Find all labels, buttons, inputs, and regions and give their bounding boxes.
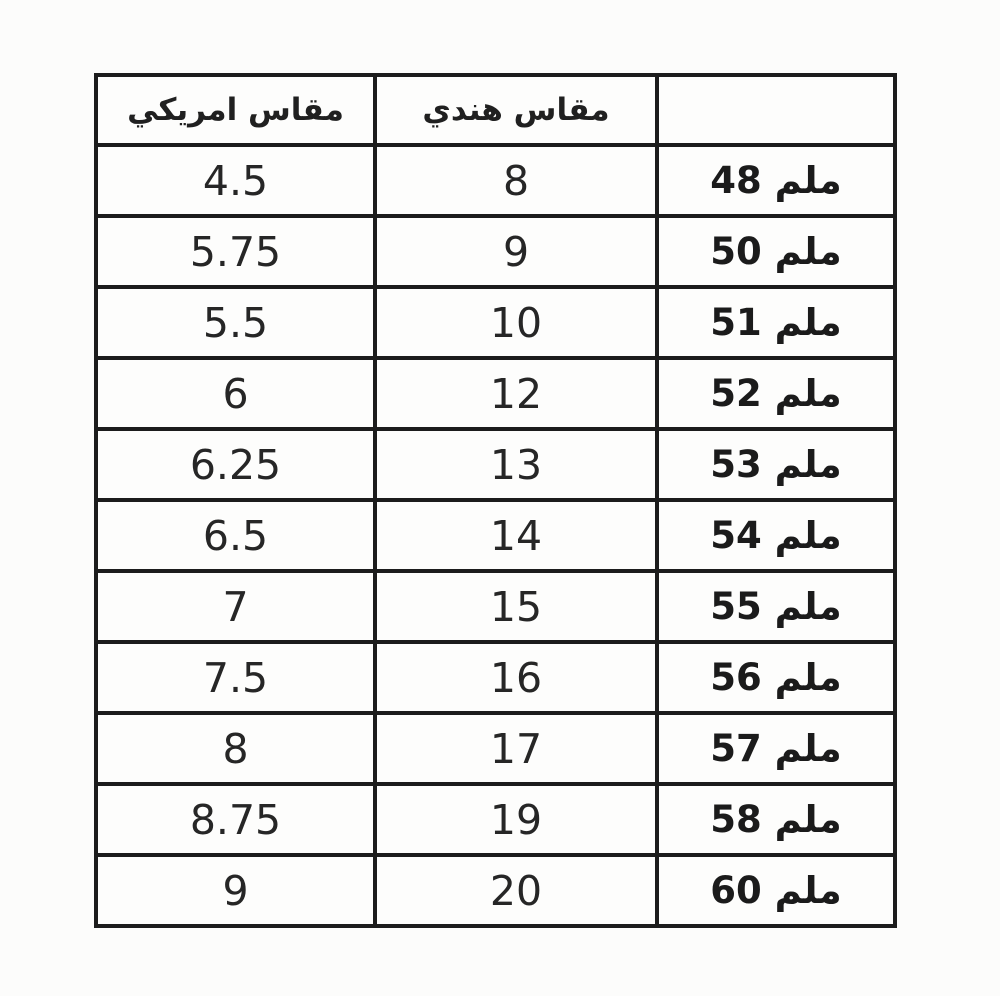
cell-indian-size: 9 <box>373 214 659 289</box>
table-row: 6.25 13 53 ملم <box>94 427 897 502</box>
cell-mm-diameter: 48 ملم <box>655 143 897 218</box>
cell-indian-size: 8 <box>373 143 659 218</box>
cell-indian-size: 15 <box>373 569 659 644</box>
table-row: 5.5 10 51 ملم <box>94 285 897 360</box>
cell-indian-size: 12 <box>373 356 659 431</box>
cell-mm-diameter: 60 ملم <box>655 853 897 928</box>
cell-mm-diameter: 53 ملم <box>655 427 897 502</box>
cell-indian-size: 10 <box>373 285 659 360</box>
cell-american-size: 8 <box>94 711 377 786</box>
table-body: 4.5 8 48 ملم 5.75 9 50 ملم 5.5 10 51 ملم… <box>94 143 897 928</box>
cell-american-size: 7.5 <box>94 640 377 715</box>
table-row: 5.75 9 50 ملم <box>94 214 897 289</box>
cell-indian-size: 16 <box>373 640 659 715</box>
cell-mm-diameter: 50 ملم <box>655 214 897 289</box>
header-empty-area <box>655 73 897 147</box>
cell-american-size: 7 <box>94 569 377 644</box>
table-row: 4.5 8 48 ملم <box>94 143 897 218</box>
cell-mm-diameter: 52 ملم <box>655 356 897 431</box>
cell-mm-diameter: 57 ملم <box>655 711 897 786</box>
cell-mm-diameter: 51 ملم <box>655 285 897 360</box>
size-conversion-chart: مقاس امريكي مقاس هندي 4.5 8 48 ملم 5.75 … <box>94 73 897 928</box>
ring-size-table: مقاس امريكي مقاس هندي 4.5 8 48 ملم 5.75 … <box>94 73 897 928</box>
table-row: 9 20 60 ملم <box>94 853 897 928</box>
cell-mm-diameter: 54 ملم <box>655 498 897 573</box>
table-row: 8.75 19 58 ملم <box>94 782 897 857</box>
table-row: 6 12 52 ملم <box>94 356 897 431</box>
cell-american-size: 6.5 <box>94 498 377 573</box>
cell-indian-size: 14 <box>373 498 659 573</box>
table-row: 7.5 16 56 ملم <box>94 640 897 715</box>
table-row: 6.5 14 54 ملم <box>94 498 897 573</box>
cell-mm-diameter: 56 ملم <box>655 640 897 715</box>
cell-indian-size: 13 <box>373 427 659 502</box>
table-row: 8 17 57 ملم <box>94 711 897 786</box>
cell-mm-diameter: 58 ملم <box>655 782 897 857</box>
cell-mm-diameter: 55 ملم <box>655 569 897 644</box>
cell-indian-size: 17 <box>373 711 659 786</box>
cell-american-size: 6.25 <box>94 427 377 502</box>
table-header: مقاس امريكي مقاس هندي <box>94 73 897 147</box>
cell-american-size: 5.75 <box>94 214 377 289</box>
cell-american-size: 8.75 <box>94 782 377 857</box>
cell-american-size: 9 <box>94 853 377 928</box>
header-american-size: مقاس امريكي <box>94 73 377 147</box>
cell-indian-size: 20 <box>373 853 659 928</box>
table-row: 7 15 55 ملم <box>94 569 897 644</box>
header-row: مقاس امريكي مقاس هندي <box>94 73 897 147</box>
cell-american-size: 5.5 <box>94 285 377 360</box>
cell-american-size: 6 <box>94 356 377 431</box>
header-indian-size: مقاس هندي <box>373 73 659 147</box>
cell-indian-size: 19 <box>373 782 659 857</box>
cell-american-size: 4.5 <box>94 143 377 218</box>
